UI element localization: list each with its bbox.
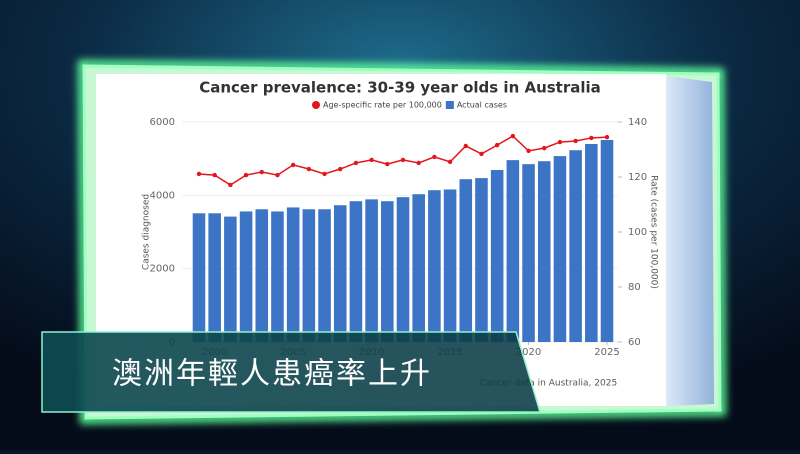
caption: 澳洲年輕人患癌率上升 <box>112 357 432 392</box>
line-point <box>306 166 312 172</box>
bar <box>349 201 363 342</box>
bar <box>553 156 567 342</box>
bar <box>192 213 206 342</box>
banner <box>41 331 542 413</box>
line-point <box>369 157 374 163</box>
legend-swatch <box>445 101 454 109</box>
bar <box>396 197 410 342</box>
bar <box>208 213 221 342</box>
line-point <box>353 160 359 166</box>
line-point <box>243 172 249 178</box>
bar <box>522 164 535 342</box>
line-point <box>494 142 500 148</box>
bar <box>318 209 331 342</box>
line-point <box>275 172 280 178</box>
bar <box>286 207 300 342</box>
bar <box>224 216 237 342</box>
legend-label: Age-specific rate per 100,000 <box>323 101 442 110</box>
bar <box>428 190 441 342</box>
bar <box>271 211 284 342</box>
line-point <box>589 135 594 141</box>
legend-label: Actual cases <box>457 101 507 110</box>
bar <box>459 179 473 342</box>
line-point <box>212 172 217 178</box>
bar <box>302 209 316 342</box>
y2-tick-label: 60 <box>628 337 641 348</box>
y2-tick-label: 140 <box>628 117 647 128</box>
line-point <box>542 145 547 151</box>
line-point <box>573 138 578 144</box>
y2-tick-label: 120 <box>628 172 647 183</box>
bar <box>475 178 488 342</box>
source: Cancer data in Australia, 2025 <box>480 379 617 389</box>
frame-glow <box>77 59 727 425</box>
bar <box>537 161 551 342</box>
line-point <box>526 148 531 154</box>
bar <box>381 201 394 342</box>
side-panel <box>666 76 714 406</box>
line-point <box>400 157 406 163</box>
line-point <box>447 159 453 165</box>
y2-axis-label: Rate (cases per 100,000) <box>649 175 659 289</box>
bar <box>585 144 598 342</box>
bar <box>365 199 378 342</box>
bar <box>412 194 425 342</box>
y-tick-label: 2000 <box>150 264 175 275</box>
line-point <box>604 134 610 140</box>
line-point <box>385 161 390 167</box>
bar <box>239 211 253 342</box>
chart-title: Cancer prevalence: 30-39 year olds in Au… <box>199 79 601 97</box>
line-point <box>479 151 484 157</box>
x-tick-label: 2020 <box>516 347 541 358</box>
bar <box>255 209 269 342</box>
line-point <box>322 171 327 177</box>
bar <box>600 139 614 342</box>
line-point <box>259 169 264 175</box>
line-point <box>196 171 202 177</box>
line-point <box>432 154 437 160</box>
line-point <box>463 143 468 149</box>
bar <box>490 170 504 342</box>
caption-banner: 澳洲年輕人患癌率上升 <box>41 331 542 413</box>
y-tick-label: 6000 <box>150 117 175 128</box>
y2-tick-label: 100 <box>628 227 647 238</box>
line-point <box>557 139 563 145</box>
y2-tick-label: 80 <box>628 282 641 293</box>
bar <box>569 150 582 342</box>
line-point <box>338 166 343 172</box>
y-tick-label: 4000 <box>150 190 175 201</box>
bar <box>443 189 457 342</box>
legend-swatch <box>312 101 320 109</box>
x-tick-label: 2025 <box>594 347 619 358</box>
line-point <box>290 162 296 168</box>
line-point <box>228 182 233 188</box>
line-point <box>510 133 516 139</box>
line-point <box>416 160 421 166</box>
bar <box>506 160 520 342</box>
y-axis-label: Cases diagnosed <box>142 194 152 270</box>
bar <box>333 205 347 342</box>
